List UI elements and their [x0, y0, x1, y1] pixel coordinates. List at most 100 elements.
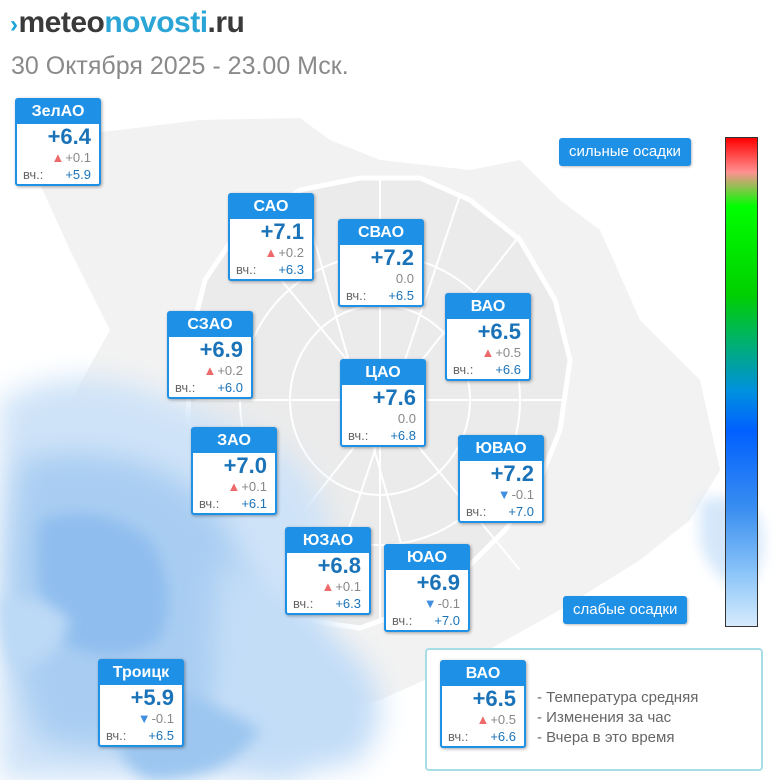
change-value: 0.0 [397, 411, 416, 426]
change-value: +0.1 [241, 479, 267, 494]
district-change: ▲+0.1 [287, 579, 369, 595]
district-change: ▼-0.1 [460, 487, 542, 503]
district-change: ▼-0.1 [100, 711, 182, 727]
district-temp: +6.4 [47, 124, 91, 149]
district-change: 0.0 [340, 271, 422, 287]
arrow-up-icon: ▲ [321, 579, 335, 594]
district-yesterday: вч.: +7.0 [460, 503, 542, 521]
district-name: ЮВАО [460, 437, 542, 461]
yesterday-label: вч.: [199, 496, 220, 511]
arrow-up-icon: ▲ [227, 479, 241, 494]
district-name: СВАО [340, 221, 422, 245]
district-yesterday: вч.: +6.8 [342, 427, 424, 445]
change-value: 0.0 [395, 271, 414, 286]
district-card-yuzao: ЮЗАО +6.8 ▲+0.1 вч.: +6.3 [285, 527, 371, 615]
district-name: СЗАО [169, 313, 251, 337]
change-value: +0.2 [278, 245, 304, 260]
district-card-vao: ВАО +6.5 ▲+0.5 вч.: +6.6 [445, 293, 531, 381]
legend-line-yesterday: - Вчера в это время [537, 729, 675, 746]
district-yesterday: вч.: +6.0 [169, 379, 251, 397]
district-yesterday: вч.: +6.1 [193, 495, 275, 513]
district-name: ВАО [447, 295, 529, 319]
precipitation-scale-bar [725, 137, 758, 627]
district-card-zao: ЗАО +7.0 ▲+0.1 вч.: +6.1 [191, 427, 277, 515]
change-value: -0.1 [511, 487, 534, 502]
yesterday-label: вч.: [293, 596, 314, 611]
district-card-cao: ЦАО +7.6 0.0 вч.: +6.8 [340, 359, 426, 447]
district-temp: +7.6 [372, 385, 416, 410]
change-value: +0.5 [490, 712, 516, 727]
district-temp: +7.1 [260, 219, 304, 244]
arrow-down-icon: ▼ [137, 711, 151, 726]
yesterday-label: вч.: [236, 262, 257, 277]
yesterday-value: +6.5 [388, 288, 414, 303]
district-yesterday: вч.: +6.5 [340, 287, 422, 305]
legend-box: ВАО +6.5 ▲+0.5 вч.: +6.6 - Температура ср… [425, 648, 763, 771]
arrow-down-icon: ▼ [497, 487, 511, 502]
arrow-down-icon: ▼ [423, 596, 437, 611]
district-card-troitsk: Троицк +5.9 ▼-0.1 вч.: +6.5 [98, 659, 184, 747]
district-name: Троицк [100, 661, 182, 685]
yesterday-label: вч.: [448, 729, 469, 744]
change-value: +0.1 [335, 579, 361, 594]
district-yesterday: вч.: +6.3 [287, 595, 369, 613]
yesterday-value: +6.3 [335, 596, 361, 611]
change-value: +0.5 [495, 345, 521, 360]
yesterday-label: вч.: [175, 380, 196, 395]
legend-line-change: - Изменения за час [537, 709, 672, 726]
logo-text-domain: .ru [207, 6, 245, 39]
district-change: ▲+0.2 [169, 363, 251, 379]
scale-label-heavy: сильные осадки [559, 138, 691, 166]
district-name: ЮЗАО [287, 529, 369, 553]
yesterday-label: вч.: [346, 288, 367, 303]
legend-sample-card: ВАО +6.5 ▲+0.5 вч.: +6.6 [440, 660, 526, 748]
district-temp: +6.5 [472, 686, 516, 711]
district-temp: +7.2 [370, 245, 414, 270]
district-temp: +6.9 [416, 570, 460, 595]
yesterday-value: +6.5 [148, 728, 174, 743]
district-temp: +6.9 [199, 337, 243, 362]
district-name: ЦАО [342, 361, 424, 385]
yesterday-value: +6.3 [278, 262, 304, 277]
change-value: +0.2 [217, 363, 243, 378]
yesterday-label: вч.: [392, 613, 413, 628]
yesterday-label: вч.: [23, 167, 44, 182]
district-name: САО [230, 195, 312, 219]
district-yesterday: вч.: +6.5 [100, 727, 182, 745]
district-change: ▲+0.1 [193, 479, 275, 495]
yesterday-label: вч.: [453, 362, 474, 377]
change-value: +0.1 [65, 150, 91, 165]
yesterday-value: +6.0 [217, 380, 243, 395]
arrow-up-icon: ▲ [481, 345, 495, 360]
district-card-yuvao: ЮВАО +7.2 ▼-0.1 вч.: +7.0 [458, 435, 544, 523]
logo-mark: › [10, 11, 18, 38]
district-card-yuao: ЮАО +6.9 ▼-0.1 вч.: +7.0 [384, 544, 470, 632]
yesterday-value: +6.6 [490, 729, 516, 744]
district-change: ▲+0.5 [447, 345, 529, 361]
yesterday-value: +6.6 [495, 362, 521, 377]
scale-label-light: слабые осадки [563, 596, 688, 624]
district-yesterday: вч.: +6.3 [230, 261, 312, 279]
yesterday-value: +7.0 [434, 613, 460, 628]
district-change: ▲+0.1 [17, 150, 99, 166]
yesterday-value: +6.8 [390, 428, 416, 443]
district-name: ВАО [442, 662, 524, 686]
logo-text-meteo: meteo [18, 6, 105, 39]
district-name: ЮАО [386, 546, 468, 570]
yesterday-label: вч.: [466, 504, 487, 519]
district-yesterday: вч.: +6.6 [442, 728, 524, 746]
district-temp: +6.5 [477, 319, 521, 344]
legend-line-temperature: - Температура средняя [537, 689, 699, 706]
district-name: ЗелАО [17, 100, 99, 124]
report-datetime: 30 Октября 2025 - 23.00 Мск. [11, 52, 349, 80]
arrow-up-icon: ▲ [203, 363, 217, 378]
change-value: -0.1 [151, 711, 174, 726]
district-yesterday: вч.: +5.9 [17, 166, 99, 184]
yesterday-value: +7.0 [508, 504, 534, 519]
legend-descriptions: - Температура средняя - Изменения за час… [537, 688, 698, 748]
district-temp: +7.2 [490, 461, 534, 486]
yesterday-value: +6.1 [241, 496, 267, 511]
district-change: ▼-0.1 [386, 596, 468, 612]
site-logo[interactable]: ›meteonovosti.ru [10, 6, 245, 40]
district-name: ЗАО [193, 429, 275, 453]
